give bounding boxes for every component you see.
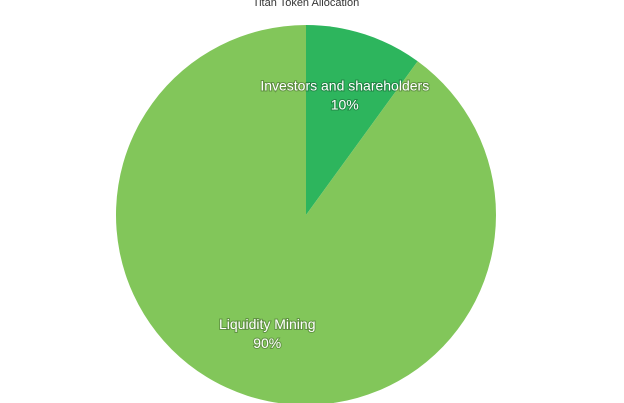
pie-slice [306,25,418,215]
pie-slice [116,25,496,403]
slice-value-label: 90% [253,335,281,351]
slice-label: Liquidity Mining [219,316,316,332]
slice-label: Investors and shareholders [260,77,429,93]
slice-value-label: 10% [331,96,359,112]
chart-title: Titan Token Allocation [253,0,359,9]
